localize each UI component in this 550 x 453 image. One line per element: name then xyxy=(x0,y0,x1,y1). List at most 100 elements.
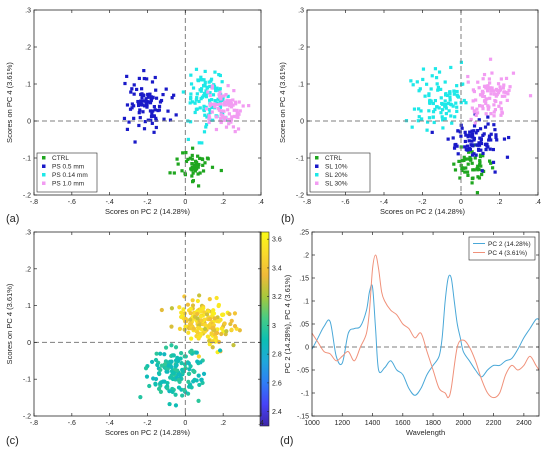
data-point xyxy=(218,90,222,94)
legend: PC 2 (14.28%) PC 4 (3.61%) xyxy=(468,236,536,261)
data-point xyxy=(210,339,215,344)
data-point xyxy=(158,389,164,395)
data-point xyxy=(444,106,448,110)
data-point xyxy=(140,103,144,107)
data-point xyxy=(179,351,184,356)
data-point xyxy=(477,118,481,122)
data-point xyxy=(157,371,162,377)
data-point xyxy=(227,112,231,116)
legend-entry: PS 0.5 mm xyxy=(52,164,84,171)
data-point xyxy=(142,99,146,103)
data-point xyxy=(154,125,158,130)
data-point xyxy=(449,65,453,70)
data-point xyxy=(450,103,454,107)
data-point xyxy=(166,109,170,113)
data-point xyxy=(410,125,414,129)
data-point xyxy=(153,381,158,386)
data-point xyxy=(219,102,223,106)
data-point xyxy=(452,89,456,93)
data-point xyxy=(503,90,507,94)
data-point xyxy=(205,156,210,160)
data-point xyxy=(180,393,185,398)
data-point xyxy=(191,310,197,315)
data-point xyxy=(190,166,194,171)
data-point xyxy=(146,118,150,122)
data-point xyxy=(470,139,474,143)
data-point xyxy=(439,96,443,100)
y-tick-label: -.1 xyxy=(23,156,31,163)
data-point xyxy=(146,95,150,99)
data-point xyxy=(487,138,491,142)
data-point xyxy=(125,74,129,78)
data-point xyxy=(179,310,184,315)
data-point xyxy=(196,184,201,188)
legend-entry: CTRL xyxy=(52,155,69,162)
data-point xyxy=(147,383,152,389)
data-point xyxy=(488,147,492,151)
y-tick-label: .2 xyxy=(25,266,31,273)
data-point xyxy=(421,67,426,71)
data-point xyxy=(213,99,217,103)
data-point xyxy=(190,157,194,161)
data-point xyxy=(440,115,444,119)
data-point xyxy=(208,93,212,98)
data-point xyxy=(500,94,504,98)
data-point xyxy=(215,327,220,332)
data-point xyxy=(201,157,205,162)
x-tick-label: 0 xyxy=(183,199,187,206)
data-point xyxy=(218,118,223,122)
data-point xyxy=(189,82,194,86)
data-point xyxy=(445,93,450,98)
data-point xyxy=(417,107,421,111)
data-point xyxy=(208,102,213,106)
data-point xyxy=(436,88,440,92)
x-tick-label: -.6 xyxy=(68,420,76,427)
data-point xyxy=(230,115,234,119)
data-point xyxy=(177,305,182,310)
data-point xyxy=(460,166,464,170)
panel-label: (c) xyxy=(6,435,19,447)
x-tick-label: -.8 xyxy=(30,420,38,427)
data-point xyxy=(492,89,496,93)
data-point xyxy=(168,171,172,175)
data-point xyxy=(436,85,440,90)
data-point xyxy=(150,80,155,84)
data-point xyxy=(448,95,452,99)
data-point xyxy=(164,87,168,91)
data-point xyxy=(446,137,450,141)
x-tick-label: 0 xyxy=(459,199,463,206)
data-point xyxy=(484,112,488,116)
y-tick-label: .3 xyxy=(25,230,31,237)
colorbar-bar xyxy=(259,231,270,427)
x-tick-label: -.2 xyxy=(143,420,151,427)
x-tick-label: 1600 xyxy=(395,420,411,427)
data-point xyxy=(188,101,192,105)
data-point xyxy=(149,118,153,122)
data-point xyxy=(206,90,210,94)
data-point xyxy=(472,137,476,141)
data-point xyxy=(137,123,141,128)
data-point xyxy=(130,106,134,110)
data-point xyxy=(488,81,492,85)
data-point xyxy=(207,114,211,118)
data-point xyxy=(222,321,227,326)
data-point xyxy=(495,93,499,97)
data-point xyxy=(478,153,483,157)
data-point xyxy=(472,124,477,128)
panel-label: (a) xyxy=(6,213,19,225)
data-point xyxy=(435,82,439,86)
data-point xyxy=(196,354,201,359)
series-ps-1-0-mm xyxy=(204,84,251,134)
data-point xyxy=(471,99,475,103)
data-point xyxy=(238,109,242,113)
data-point xyxy=(199,75,203,79)
data-point xyxy=(477,148,481,152)
data-point xyxy=(198,171,202,175)
data-point xyxy=(496,82,501,86)
data-point xyxy=(463,145,467,149)
data-point xyxy=(175,157,179,161)
data-point xyxy=(188,306,193,311)
data-point xyxy=(528,94,533,98)
data-point xyxy=(141,110,145,114)
